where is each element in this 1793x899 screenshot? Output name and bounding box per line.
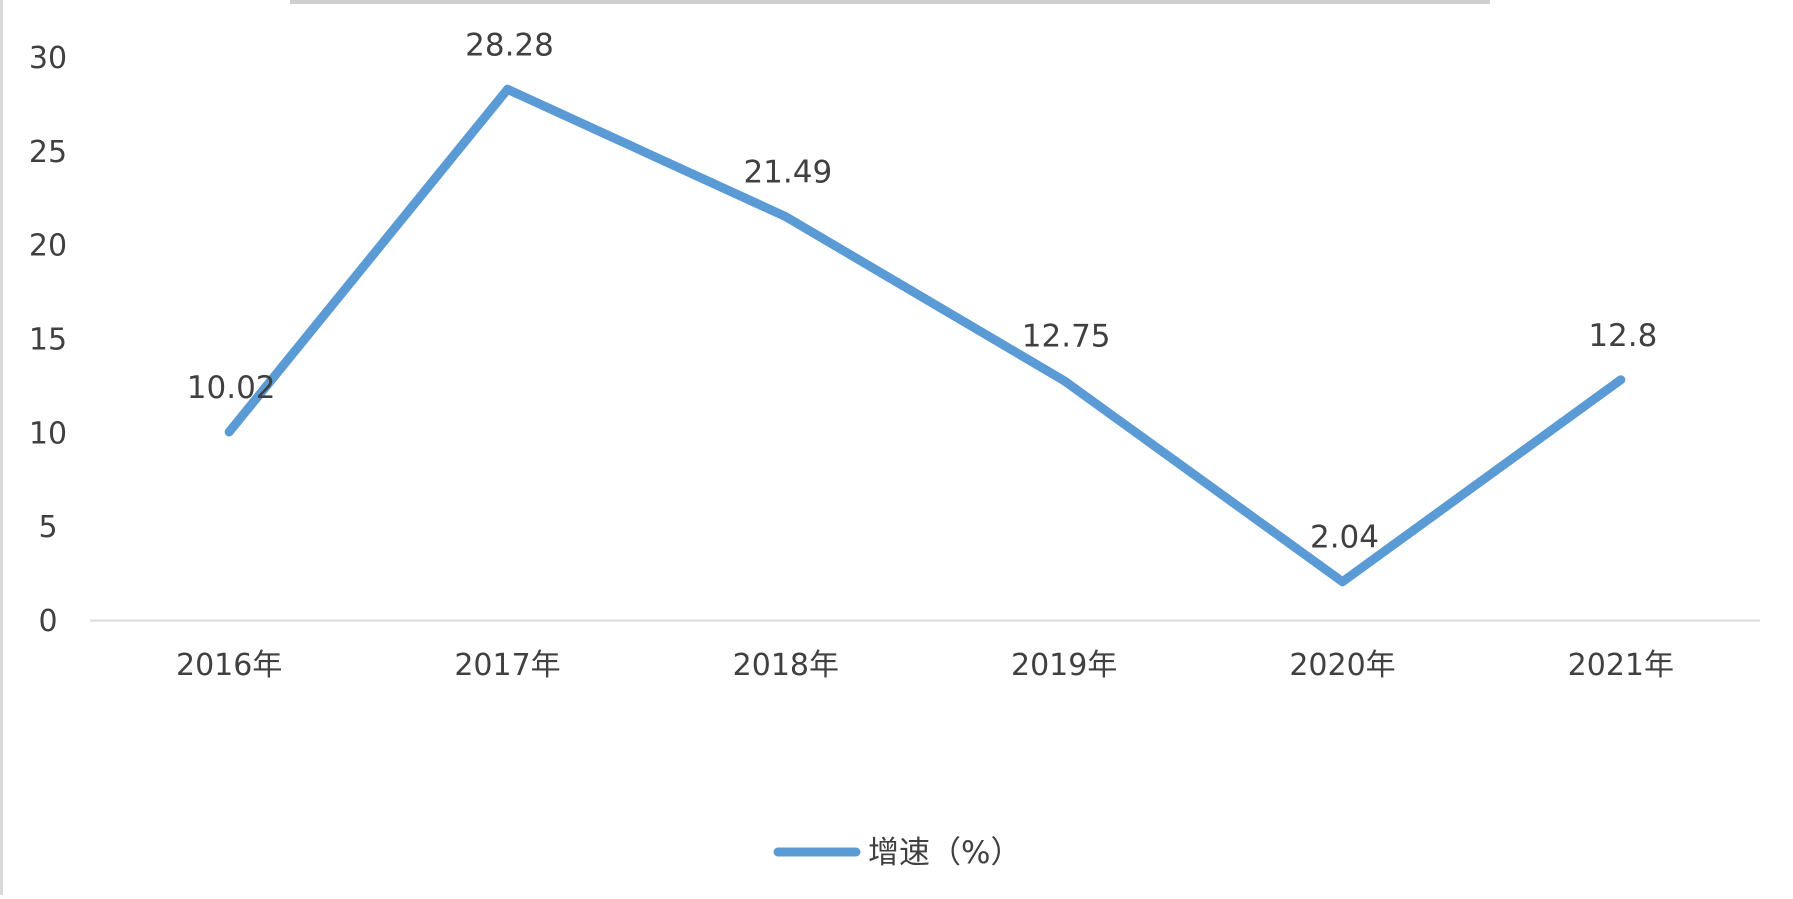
data-label: 21.49	[743, 155, 832, 191]
series-line	[224, 84, 1626, 587]
x-tick-label: 2018年	[733, 648, 839, 683]
data-point	[1338, 577, 1347, 586]
data-point	[1616, 375, 1625, 384]
data-label: 12.75	[1022, 319, 1111, 355]
data-label: 28.28	[465, 27, 554, 63]
y-tick-label: 30	[29, 41, 67, 76]
x-tick-label: 2020年	[1289, 648, 1395, 683]
y-tick-label: 10	[29, 416, 67, 451]
data-label: 2.04	[1310, 520, 1379, 556]
data-label: 10.02	[187, 370, 276, 406]
data-point	[781, 212, 790, 221]
series-layer	[224, 84, 1626, 587]
data-labels: 10.02 28.28 21.49 12.75 2.04 12.8	[187, 27, 1658, 555]
x-axis: 2016年 2017年 2018年 2019年 2020年 2021年	[90, 619, 1760, 683]
frame-left-border	[0, 0, 3, 895]
x-tick-label: 2019年	[1011, 648, 1117, 683]
data-point	[1060, 376, 1069, 385]
data-point	[503, 85, 512, 94]
x-tick-label: 2016年	[176, 648, 282, 683]
data-point	[225, 427, 234, 436]
x-tick-label: 2017年	[454, 648, 560, 683]
y-tick-label: 15	[29, 323, 67, 358]
x-tick-label: 2021年	[1568, 648, 1674, 683]
y-tick-label: 25	[29, 135, 67, 170]
data-label: 12.8	[1588, 318, 1657, 354]
y-axis: 0 5 10 15 20 25 30	[29, 41, 67, 639]
y-tick-label: 0	[38, 604, 57, 639]
legend-label: 增速（%）	[868, 835, 1021, 871]
clipped-title-edge	[290, 0, 1490, 4]
y-tick-label: 20	[29, 229, 67, 264]
y-tick-label: 5	[38, 510, 57, 545]
legend: 增速（%）	[773, 835, 1021, 871]
